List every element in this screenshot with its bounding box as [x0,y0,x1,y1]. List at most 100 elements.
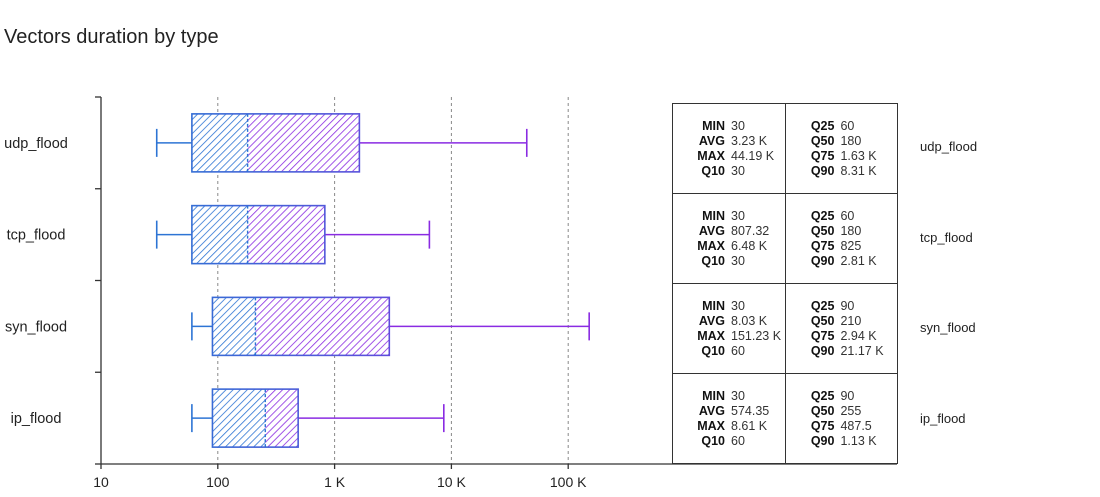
stat-key: AVG [698,403,725,418]
stats-row-label: syn_flood [920,320,976,335]
box-upper-half [247,205,325,264]
stat-value: 30 [731,388,745,403]
stat-line: MAX 44.19 K [683,149,785,164]
stat-key: Q75 [810,328,835,343]
category-label: tcp_flood [7,228,66,244]
stat-value: 807.32 [731,223,770,238]
stat-key: Q25 [810,298,835,313]
boxes: udp_flood tcp_flood syn_flood ip_flood [4,113,590,448]
stat-value: 30 [731,118,745,133]
stat-line: MIN 30 [683,299,785,314]
stat-key: Q75 [810,418,835,433]
stat-key: AVG [698,223,725,238]
category-label: udp_flood [4,136,68,152]
stat-value: 151.23 K [731,328,782,343]
stat-value: 1.13 K [840,433,877,448]
stat-line: Q75 1.63 K [792,149,897,164]
stat-key: MIN [702,118,725,133]
stat-key: MIN [702,388,725,403]
stats-cell-left: MIN 30 AVG 807.32 MAX 6.48 K Q10 30 [671,193,787,284]
box-lower-half [212,389,266,448]
stat-value: 2.81 K [840,253,877,268]
stat-key: Q90 [810,253,835,268]
stat-key: Q50 [810,313,835,328]
stats-cell-left: MIN 30 AVG 3.23 K MAX 44.19 K Q10 30 [671,103,787,194]
stats-cell-right: Q25 60 Q50 180 Q75 1.63 K Q90 8.31 K [785,103,898,194]
stat-key: Q50 [810,223,835,238]
stat-line: Q50 180 [792,224,897,239]
stat-value: 30 [731,298,745,313]
stat-value: 180 [840,223,862,238]
stat-value: 210 [840,313,862,328]
stat-line: Q10 30 [683,254,785,269]
stat-value: 3.23 K [731,133,768,148]
stat-line: Q50 180 [792,134,897,149]
stat-line: Q90 8.31 K [792,164,897,179]
stats-cell-right: Q25 90 Q50 210 Q75 2.94 K Q90 21.17 K [785,283,898,374]
stats-row-label: ip_flood [920,410,966,426]
stat-value: 8.31 K [840,163,877,178]
box-syn_flood: syn_flood [5,296,590,357]
x-tick-label: 10 [93,474,109,490]
stats-row: MIN 30 AVG 807.32 MAX 6.48 K Q10 30 Q25 60 Q50 180 Q… [671,193,898,284]
stat-key: MAX [697,328,725,343]
stat-line: Q10 30 [683,164,785,179]
stat-line: MAX 151.23 K [683,329,785,344]
box-udp_flood: udp_flood [4,113,528,173]
box-ip_flood: ip_flood [11,388,445,448]
stat-value: 2.94 K [840,328,877,343]
box-lower-half [191,205,248,264]
stat-value: 30 [731,163,745,178]
stat-key: MIN [702,298,725,313]
stat-key: AVG [698,313,725,328]
stat-line: Q10 60 [683,434,785,449]
stat-value: 825 [840,238,862,253]
box-outline [191,204,326,265]
axes: 10 100 1 K 10 K 100 K [93,96,897,490]
stat-value: 30 [731,253,745,268]
stat-line: Q90 21.17 K [792,344,897,359]
stat-key: Q10 [701,253,725,268]
chart-title: Vectors duration by type [4,26,219,48]
stat-key: Q75 [810,238,835,253]
stat-line: Q25 60 [792,119,897,134]
stat-key: MIN [702,208,725,223]
stat-key: Q10 [701,343,725,358]
stat-value: 255 [840,403,862,418]
stats-table: MIN 30 AVG 3.23 K MAX 44.19 K Q10 30 Q25 60 Q50 180… [671,103,898,464]
category-label: ip_flood [11,411,62,427]
box-outline [191,113,361,173]
stat-line: Q50 210 [792,314,897,329]
stat-value: 60 [840,208,855,223]
stats-cell-left: MIN 30 AVG 574.35 MAX 8.61 K Q10 60 [671,373,787,464]
stat-line: Q25 90 [792,299,897,314]
stat-value: 6.48 K [731,238,768,253]
stat-line: MIN 30 [683,119,785,134]
x-tick-label: 100 K [550,474,587,490]
box-tcp_flood: tcp_flood [7,204,431,265]
stat-line: MAX 8.61 K [683,419,785,434]
stat-line: Q90 2.81 K [792,254,897,269]
stat-value: 21.17 K [840,343,884,358]
stat-key: Q10 [701,163,725,178]
stat-value: 180 [840,133,862,148]
stat-value: 90 [840,388,855,403]
stat-key: Q25 [810,118,835,133]
box-upper-half [247,113,360,172]
stat-key: Q75 [810,148,835,163]
category-label: syn_flood [5,319,67,335]
stat-key: MAX [697,238,725,253]
stat-line: Q90 1.13 K [792,434,897,449]
stat-line: Q50 255 [792,404,897,419]
stats-row: MIN 30 AVG 574.35 MAX 8.61 K Q10 60 Q25 90 Q50 255 Q… [671,373,898,464]
stats-cell-right: Q25 60 Q50 180 Q75 825 Q90 2.81 K [785,193,898,284]
x-tick-label: 10 K [437,474,466,490]
stats-row: MIN 30 AVG 3.23 K MAX 44.19 K Q10 30 Q25 60 Q50 180… [671,103,898,194]
stat-line: Q10 60 [683,344,785,359]
stat-key: Q50 [810,403,835,418]
box-lower-half [191,113,248,172]
box-upper-half [265,389,299,448]
stat-key: Q90 [810,433,835,448]
stats-row: MIN 30 AVG 8.03 K MAX 151.23 K Q10 60 Q25 90 Q50 21… [671,283,898,374]
